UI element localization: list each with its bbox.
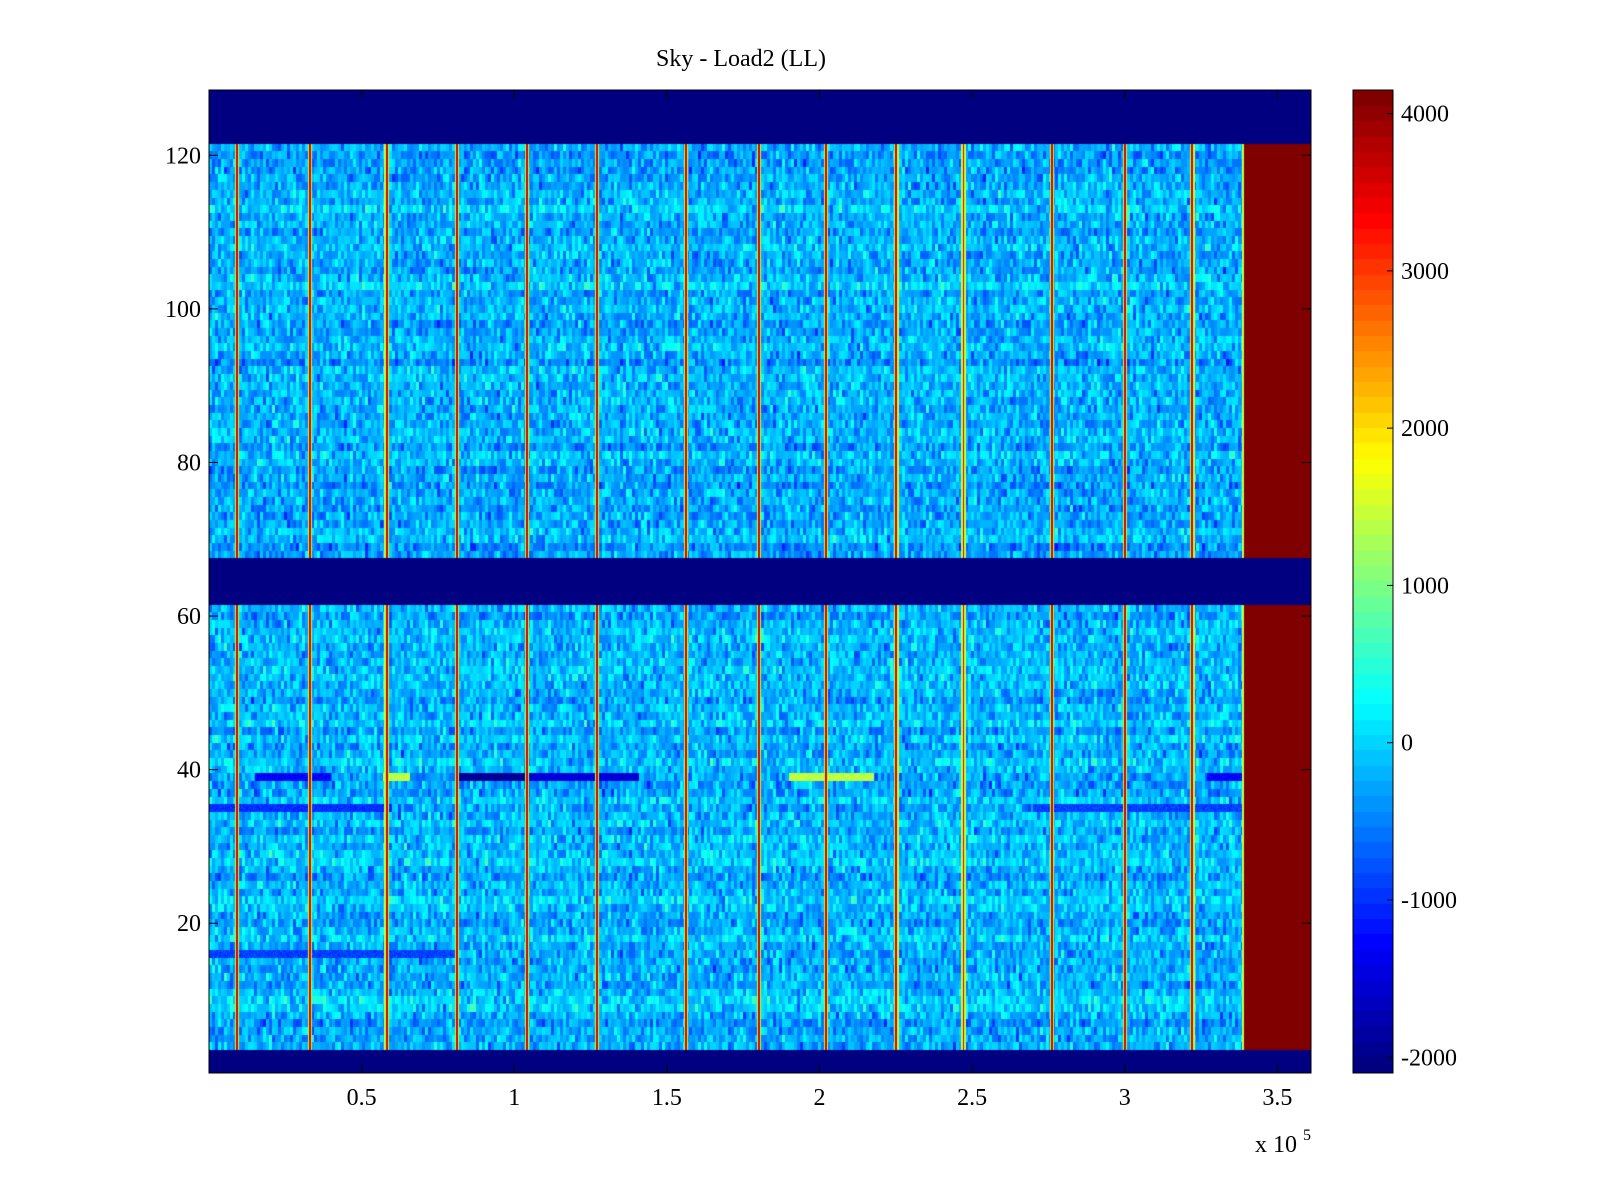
colorbar-gradient bbox=[1353, 90, 1393, 1073]
x-axis-ticks: 0.5 1 1.5 2 2.5 3 3.5 bbox=[347, 90, 1292, 1111]
y-tick-label: 80 bbox=[177, 450, 201, 476]
y-axis-ticks: 20 40 60 80 100 120 bbox=[165, 143, 1311, 937]
x-tick-label: 3 bbox=[1119, 1085, 1131, 1111]
y-tick-label: 20 bbox=[177, 911, 201, 937]
colorbar-tick-label: -1000 bbox=[1401, 888, 1457, 914]
y-tick-label: 100 bbox=[165, 297, 201, 323]
colorbar-tick-label: 4000 bbox=[1401, 102, 1449, 128]
x-tick-label: 0.5 bbox=[347, 1085, 377, 1111]
x-tick-label: 1.5 bbox=[652, 1085, 682, 1111]
colorbar-tick-label: -2000 bbox=[1401, 1045, 1457, 1071]
colorbar-tick-label: 3000 bbox=[1401, 259, 1449, 285]
colorbar-ticks: 4000 3000 2000 1000 0 -1000 -2000 bbox=[1387, 102, 1457, 1071]
x-tick-label: 2 bbox=[814, 1085, 826, 1111]
colorbar-tick-label: 0 bbox=[1401, 731, 1413, 757]
x-tick-label: 3.5 bbox=[1262, 1085, 1292, 1111]
x-tick-label: 1 bbox=[508, 1085, 520, 1111]
x-axis-multiplier-base: x 10 bbox=[1255, 1132, 1297, 1158]
y-tick-label: 120 bbox=[165, 143, 201, 169]
chart-title: Sky - Load2 (LL) bbox=[656, 46, 826, 72]
x-axis-multiplier-exponent: 5 bbox=[1303, 1127, 1311, 1144]
x-tick-label: 2.5 bbox=[957, 1085, 987, 1111]
x-axis-multiplier: x 10 5 bbox=[1255, 1127, 1311, 1158]
heatmap-plot-area bbox=[209, 90, 1311, 1073]
y-tick-label: 60 bbox=[177, 604, 201, 630]
colorbar-frame bbox=[1352, 89, 1394, 1074]
y-tick-label: 40 bbox=[177, 758, 201, 784]
plot-frame bbox=[208, 89, 1312, 1074]
colorbar-tick-label: 2000 bbox=[1401, 416, 1449, 442]
colorbar-tick-label: 1000 bbox=[1401, 573, 1449, 599]
